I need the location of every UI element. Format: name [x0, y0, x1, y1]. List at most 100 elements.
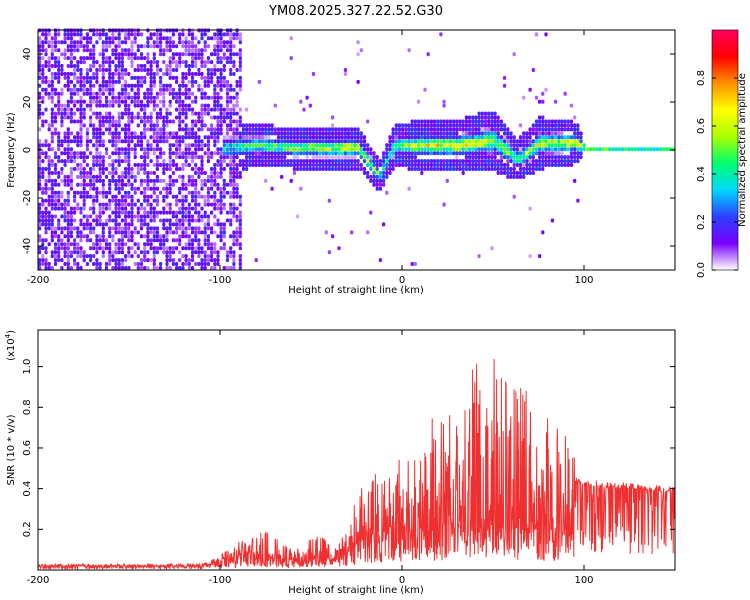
spectrogram-cell — [114, 202, 118, 207]
spectrogram-cell — [362, 139, 367, 144]
spectrogram-cell — [104, 190, 109, 195]
spectrogram-cell — [127, 123, 131, 128]
spectrogram-cell — [311, 131, 316, 136]
spectrogram-cell — [149, 210, 153, 215]
spectrogram-cell — [124, 210, 128, 215]
spectrogram-cell — [426, 123, 430, 128]
spectrogram-cell — [111, 135, 115, 140]
spectrogram-cell — [337, 143, 341, 148]
spectrogram-cell — [98, 111, 102, 116]
spectrogram-cell — [238, 139, 242, 144]
spectrogram-cell — [276, 139, 281, 144]
spectrogram-cell — [662, 147, 666, 152]
spectrogram-cell — [117, 44, 121, 49]
spectrogram-cell — [152, 83, 156, 88]
spectrogram-cell — [114, 79, 118, 84]
spectrogram-cell — [44, 226, 48, 231]
spectrogram-cell — [136, 75, 140, 80]
spectrogram-cell — [280, 159, 284, 164]
spectrogram-cell — [120, 218, 124, 223]
spectrogram-cell — [426, 151, 430, 156]
spectrogram-cell — [139, 155, 144, 160]
spectrogram-cell — [101, 48, 105, 53]
spectrogram-cell — [108, 60, 112, 65]
spectrogram-cell — [165, 111, 169, 116]
spectrogram-cell — [108, 171, 112, 175]
spectrogram-cell — [190, 218, 195, 223]
spectrogram-cell — [104, 238, 109, 243]
spectrogram-cell — [213, 178, 217, 183]
spectrogram-cell — [219, 131, 223, 136]
spectrogram-cell — [477, 131, 481, 136]
spectrogram-cell — [219, 72, 223, 76]
spectrogram-cell — [155, 186, 159, 191]
spectrogram-cell — [455, 163, 459, 167]
spectrogram-cell — [108, 44, 112, 49]
spectrogram-cell — [251, 143, 255, 148]
spectrogram-cell — [448, 159, 453, 164]
spectrogram-cell — [566, 155, 570, 160]
spectrogram-cell — [143, 171, 147, 175]
spectrogram-cell — [44, 139, 48, 144]
spectrogram-cell — [117, 40, 121, 45]
spectrogram-cell — [538, 159, 542, 164]
spectrogram-cell — [210, 107, 214, 112]
spectrogram-cell — [127, 52, 131, 57]
spectrogram-cell — [143, 210, 147, 215]
spectrogram-cell — [190, 36, 195, 41]
spectrogram-cell — [190, 52, 195, 57]
spectrogram-cell — [260, 123, 265, 128]
spectrogram-cell — [162, 250, 166, 255]
spectrogram-cell — [232, 174, 236, 179]
spectrogram-cell — [385, 147, 389, 152]
spectrogram-cell — [471, 159, 475, 164]
spectrogram-cell — [219, 222, 223, 227]
spectrogram-cell — [483, 131, 488, 136]
spectrogram-cell — [130, 115, 134, 120]
spectrogram-cell — [79, 40, 83, 45]
spectrogram-cell — [124, 87, 128, 92]
spectrogram-cell — [92, 254, 96, 259]
spectrogram-cell — [89, 258, 93, 263]
spectrogram-cell — [124, 258, 128, 263]
spectrogram-cell — [50, 99, 54, 104]
colorbar-tick-label: 0.0 — [696, 262, 707, 278]
spectrogram-cell — [445, 147, 449, 152]
spectrogram-cell — [512, 151, 516, 156]
spectrogram-cell — [206, 107, 210, 112]
spectrogram-cell — [429, 119, 433, 124]
spectrogram-cell — [324, 147, 328, 152]
spectrogram-cell — [92, 230, 96, 235]
spectrogram-cell — [146, 60, 150, 65]
spectrogram-cell — [550, 123, 554, 128]
spectrogram-cell — [117, 139, 121, 144]
spectrogram-cell — [296, 147, 300, 152]
spectrogram-cell — [159, 32, 163, 37]
spectrogram-cell — [225, 139, 230, 144]
spectrogram-cell — [235, 147, 239, 152]
spectrogram-cell — [426, 131, 430, 136]
spectrogram-cell — [225, 258, 230, 263]
spectrogram-cell — [190, 266, 195, 270]
spectrogram-cell — [57, 198, 61, 203]
spectrogram-cell — [576, 147, 580, 152]
spectrogram-cell — [111, 139, 115, 144]
spectrogram-cell — [136, 210, 140, 215]
spectrogram-cell — [181, 75, 185, 80]
spectrogram-cell — [60, 52, 64, 57]
spectrogram-cell — [168, 131, 172, 136]
spectrogram-cell — [216, 119, 220, 124]
spectrogram-cell — [53, 127, 58, 132]
spectrogram-cell — [493, 151, 497, 156]
spectrogram-cell — [334, 139, 338, 144]
spectrogram-cell — [257, 131, 261, 136]
spectrogram-cell — [53, 48, 58, 53]
spectrogram-cell — [66, 151, 70, 156]
spectrogram-cell — [455, 159, 459, 164]
spectrogram-cell — [63, 174, 67, 179]
spectrogram-cell — [117, 36, 121, 41]
spectrogram-cell — [499, 127, 503, 132]
spectrogram-cell — [190, 135, 195, 140]
spectrogram-cell — [178, 155, 182, 160]
spectrogram-cell — [175, 143, 179, 148]
